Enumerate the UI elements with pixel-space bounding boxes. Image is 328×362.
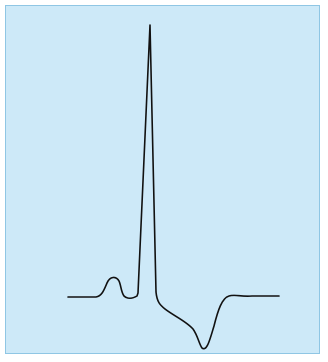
ecg-trace [67, 24, 280, 350]
